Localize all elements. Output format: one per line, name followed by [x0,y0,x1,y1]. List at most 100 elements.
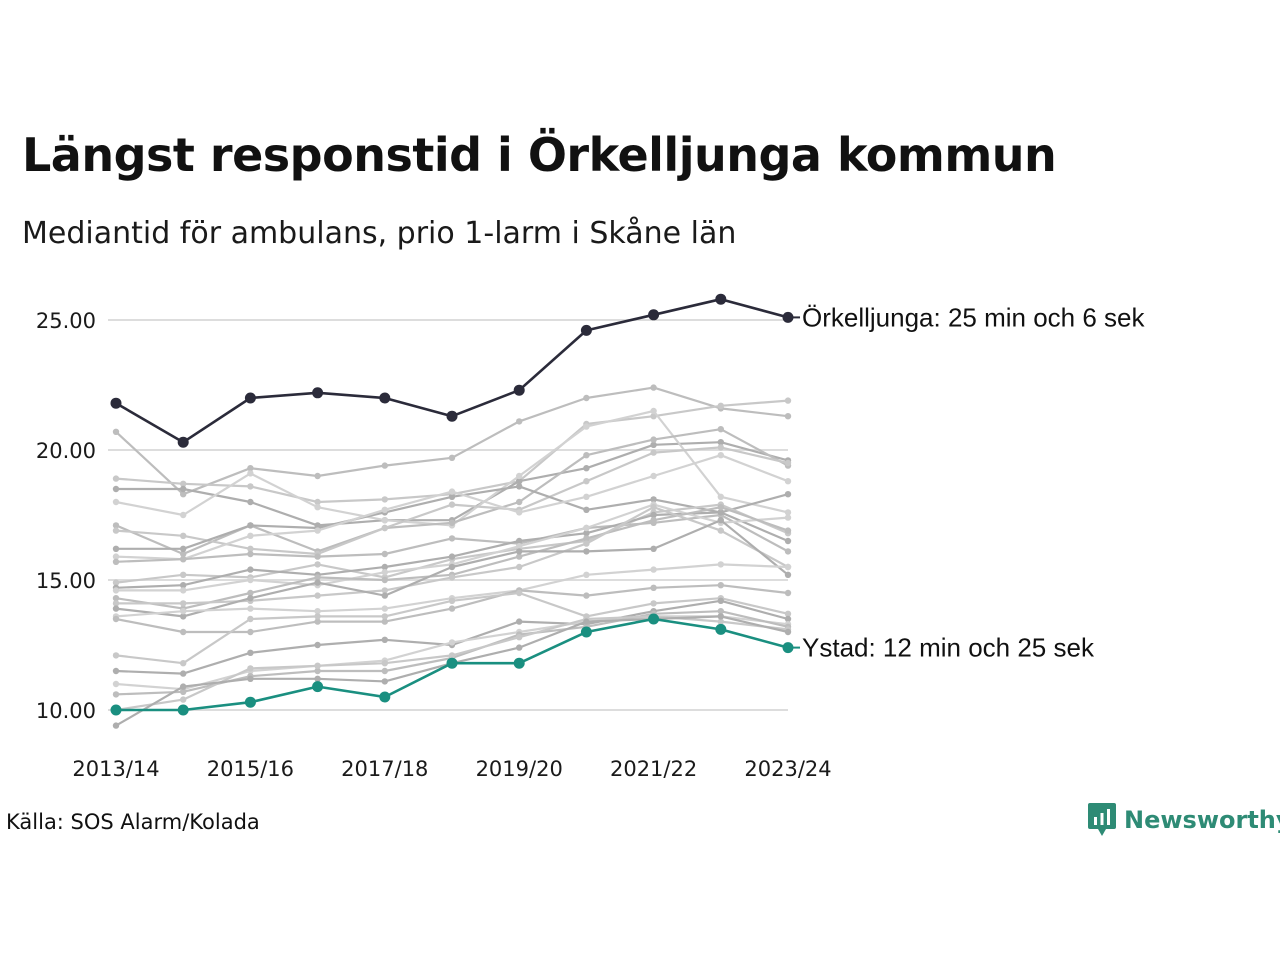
series-point [513,384,525,396]
series-point [247,615,254,623]
x-tick-label: 2019/20 [476,757,563,781]
series-point [583,506,590,513]
series-point [180,545,187,552]
y-tick-label: 15.00 [36,569,96,593]
series-point [516,498,523,506]
series-point [784,491,792,498]
series-point [717,517,724,524]
series-point [180,688,187,695]
series-point [180,696,187,703]
series [112,589,792,667]
series-point [180,485,187,493]
series-point [650,600,657,607]
series-point [516,483,523,490]
series-point [717,452,724,459]
brand-name: Newsworthy [1124,806,1280,834]
series-point [448,605,456,612]
series-point [112,615,120,623]
series-point [516,563,523,571]
series-point [180,613,187,620]
series-point [110,397,122,409]
series-point [244,392,256,404]
series-point [650,496,657,503]
series-point [112,498,120,506]
series-point [717,608,724,615]
series-point [177,436,189,448]
series-point [516,618,523,625]
series-point [448,553,456,560]
series [112,613,792,729]
series-point [516,509,523,516]
series-point [516,537,523,545]
series-point [381,587,388,594]
series-point [448,501,456,508]
series-point [180,660,187,667]
series-point [650,545,657,552]
series-point [314,553,321,560]
series-point [244,696,256,708]
series-point [583,478,590,485]
series-point [516,472,523,480]
x-tick-label: 2013/14 [72,757,159,781]
series-point [650,511,657,519]
series-point [448,563,456,571]
series-point [446,410,458,422]
series-point [784,563,792,571]
x-tick-label: 2015/16 [207,757,294,781]
series-point [717,527,724,534]
series-point [717,504,724,511]
series-point [247,550,254,558]
brand-logo[interactable]: Newsworthy [1088,803,1280,837]
series-point [717,618,724,625]
series-point [180,683,187,690]
series-point [650,566,657,573]
series-point [717,561,724,568]
series-point [381,660,388,667]
series-point [717,493,724,500]
series [110,293,794,448]
series-point [112,667,120,675]
series-point [314,613,321,620]
series-point [381,618,388,625]
background-series-group [112,384,792,729]
series-point [448,574,456,581]
series-point [180,556,187,563]
series-point [650,504,657,511]
series-point [381,462,388,469]
series-point [112,527,120,534]
y-axis-ticks: 10.00 15.00 20.00 25.00 [36,309,96,723]
series-point [715,293,727,305]
series-point [516,548,523,555]
y-tick-label: 25.00 [36,309,96,333]
series-point [583,540,590,547]
series-point [650,407,657,415]
series-point [247,665,254,672]
series-point [247,649,254,656]
series-point [112,545,120,552]
series-point [381,550,388,558]
series-point [314,504,321,511]
series-point [784,514,792,521]
chart-title: Längst responstid i Örkelljunga kommun [22,128,1057,182]
series-point [717,426,724,433]
series-point [448,535,456,542]
series-point [180,511,187,519]
y-tick-label: 20.00 [36,439,96,463]
series-point [784,413,792,420]
bar-chart-speech-bubble-icon [1088,803,1116,836]
y-tick-label: 10.00 [36,699,96,723]
series-point [583,394,590,402]
series [112,384,792,498]
series-point [784,397,792,404]
series-point [381,576,388,584]
series-point [112,691,120,698]
series-point [784,589,792,597]
series-point [717,444,724,451]
series-point [247,522,254,529]
series-point [112,600,120,607]
series-point [583,465,590,472]
series-point [516,543,523,550]
series-point [314,561,321,568]
series-point [314,472,321,480]
series-point [381,524,388,532]
